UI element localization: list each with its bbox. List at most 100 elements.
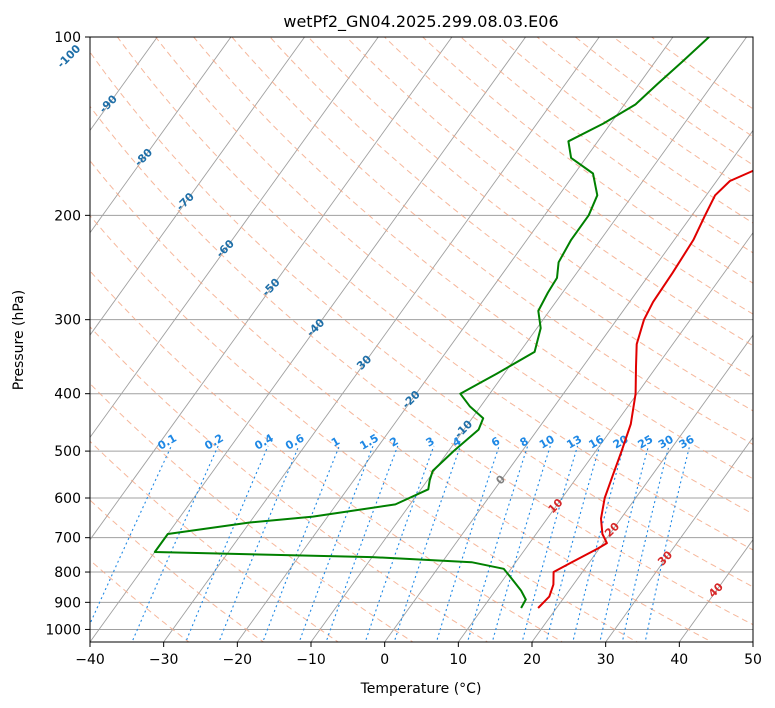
mixing-ratio-line (621, 445, 670, 642)
dry-adiabat-line (345, 37, 753, 347)
mixing-ratio-label: 2 (387, 435, 400, 450)
isotherm-label: 30 (354, 352, 374, 372)
mixing-ratio-label: 30 (656, 432, 676, 451)
isotherm-label: 10 (546, 496, 566, 516)
isotherm-label: 30 (655, 548, 675, 568)
isotherm-line (384, 129, 753, 642)
mixing-ratio-line (466, 445, 529, 642)
isotherm-line (531, 334, 753, 642)
isotherm-line (163, 37, 600, 642)
y-tick-label: 1000 (45, 622, 81, 638)
dry-adiabat-line (269, 37, 753, 412)
isotherm-line (310, 37, 748, 642)
mixing-ratio-label: 1.5 (358, 432, 381, 453)
isotherm-label: -70 (174, 190, 197, 213)
isotherm-line (90, 37, 453, 541)
dry-adiabat-line (90, 499, 265, 642)
mixing-ratio-line (90, 445, 172, 626)
dry-adiabat-line (90, 105, 753, 626)
isotherm-label: 20 (602, 520, 622, 540)
background-grid (90, 37, 753, 642)
x-tick-label: 10 (449, 652, 467, 668)
mixing-ratio-label: 1 (329, 435, 342, 450)
x-tick-label: 40 (670, 652, 688, 668)
isotherm-line (90, 37, 158, 132)
x-axis-label: Temperature (°C) (360, 681, 482, 697)
y-tick-label: 900 (54, 595, 81, 611)
dry-adiabat-line (498, 37, 753, 224)
plot-frame (89, 36, 754, 643)
x-tick-label: 30 (597, 652, 615, 668)
dry-adiabat-line (421, 37, 753, 284)
y-tick-label: 700 (54, 531, 81, 547)
mixing-ratio-label: 10 (537, 432, 557, 451)
mixing-ratio-line (572, 445, 625, 642)
mixing-ratio-line (393, 445, 461, 642)
isotherm-label: -90 (97, 92, 120, 115)
x-tick-label: −30 (149, 652, 179, 668)
isotherm-label: -50 (259, 276, 282, 299)
temperature-profile-line (537, 169, 753, 609)
dry-adiabat-line (90, 51, 753, 588)
isotherm-line (457, 231, 753, 642)
isotherm-line (678, 538, 753, 642)
isotherm-label: -80 (132, 146, 155, 169)
y-tick-label: 600 (54, 491, 81, 507)
isotherm-line (90, 37, 379, 439)
dry-adiabat-line (383, 37, 753, 315)
y-tick-label: 400 (54, 387, 81, 403)
x-tick-label: −20 (223, 652, 253, 668)
mixing-ratio-line (185, 445, 269, 642)
mixing-ratio-line (545, 445, 601, 642)
isotherm-line (236, 37, 674, 642)
isotherm-line (90, 37, 306, 336)
dry-adiabat-line (231, 37, 753, 445)
mixing-ratio-line (131, 445, 219, 642)
mixing-ratio-label: 13 (564, 433, 584, 452)
isotherm-label: -100 (55, 42, 84, 71)
x-tick-label: −10 (296, 652, 326, 668)
axis-ticks: −40 −30 −20 −10 0 10 20 30 40 5010020030040050060… (45, 30, 762, 668)
chart-title: wetPf2_GN04.2025.299.08.03.E06 (283, 12, 558, 32)
mixing-ratio-line (521, 445, 579, 642)
mixing-ratio-line (325, 445, 399, 642)
mixing-ratio-label: 3 (424, 435, 437, 450)
mixing-ratio-line (364, 445, 435, 642)
dry-adiabat-line (90, 214, 639, 642)
mixing-ratio-label: 6 (489, 434, 502, 449)
mixing-ratio-line (599, 445, 650, 642)
mixing-ratio-label: 16 (587, 432, 607, 451)
dry-adiabat-line (90, 326, 489, 642)
dry-adiabat-line (460, 37, 753, 254)
mixing-ratio-line (218, 445, 300, 642)
mixing-ratio-label: 0.6 (283, 431, 307, 452)
x-tick-label: 0 (380, 652, 389, 668)
profile-lines (153, 37, 753, 609)
mixing-ratio-line (435, 445, 500, 642)
dry-adiabat-line (154, 37, 753, 515)
dry-adiabat-line (90, 160, 713, 642)
dry-adiabat-line (650, 37, 753, 110)
y-tick-label: 800 (54, 565, 81, 581)
mixing-ratio-label: 25 (635, 433, 655, 452)
isotherm-line (605, 436, 753, 642)
x-tick-label: 20 (523, 652, 541, 668)
y-tick-label: 300 (54, 313, 81, 329)
isoline-labels: 0.1 0.2 0.4 0.6 1 1.5 2 3 4 6 8 10 13 16 20 25 30 3601020… (55, 42, 727, 600)
isotherm-label: -60 (214, 237, 237, 260)
dewpoint-profile-line (153, 37, 710, 609)
y-tick-label: 200 (54, 208, 81, 224)
isotherm-line (90, 37, 232, 234)
dry-adiabat-line (90, 382, 414, 642)
isotherm-label: 40 (706, 580, 726, 600)
mixing-ratio-line (491, 445, 551, 642)
mixing-ratio-line (262, 445, 340, 642)
mixing-ratio-label: 0.2 (202, 432, 225, 453)
mixing-ratio-line (644, 445, 691, 642)
x-tick-label: 50 (744, 652, 762, 668)
dry-adiabat-line (116, 37, 753, 551)
mixing-ratio-label: 36 (677, 432, 697, 451)
y-tick-label: 500 (54, 444, 81, 460)
y-tick-label: 100 (54, 30, 81, 46)
